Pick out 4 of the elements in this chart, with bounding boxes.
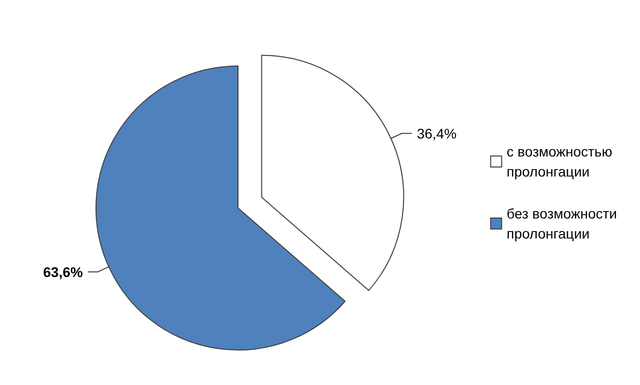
legend-label: с возможностью пролонгации	[506, 144, 612, 180]
data-label: 36,4%	[416, 125, 457, 142]
legend-label: без возможности пролонгации	[506, 206, 618, 242]
data-label: 63,6%	[43, 264, 84, 280]
